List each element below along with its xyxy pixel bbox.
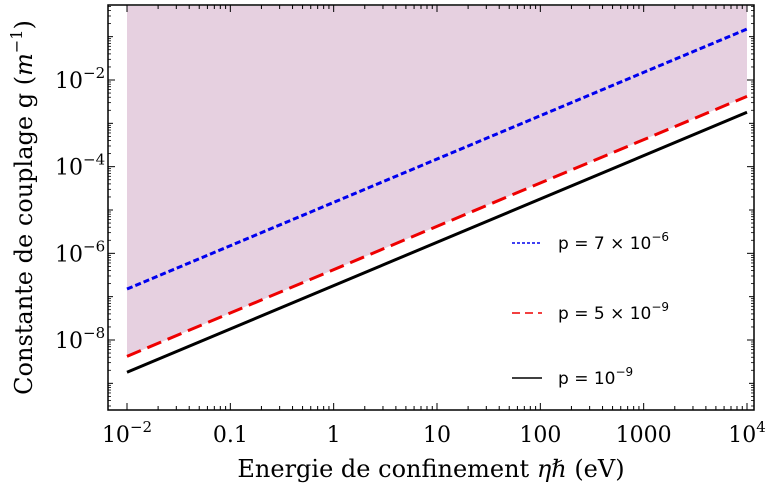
x-tick-label: 104	[728, 418, 766, 448]
plot-area	[126, 6, 748, 374]
axes-box	[107, 4, 755, 411]
y-tick-label: 10−2	[55, 64, 105, 94]
tick-marks	[108, 5, 754, 410]
y-tick-labels: 10−8 10−6 10−4 10−2	[55, 64, 105, 354]
series-line-3	[126, 110, 748, 374]
legend: p = 7 × 10−6 p = 5 × 10−9 p = 10−9	[512, 230, 669, 389]
series-line-2	[126, 94, 748, 358]
legend-label-1: p = 7 × 10−6	[558, 230, 669, 254]
series-line-1	[126, 27, 748, 291]
x-tick-label: 1	[327, 423, 341, 448]
y-tick-label: 10−6	[55, 237, 105, 267]
y-tick-label: 10−4	[55, 151, 105, 181]
y-tick-label: 10−8	[55, 324, 105, 354]
x-tick-label: 1000	[616, 423, 672, 448]
x-tick-label: 100	[519, 423, 561, 448]
plot-frame	[107, 4, 755, 411]
legend-label-3: p = 10−9	[558, 365, 633, 389]
x-tick-label: 10−2	[102, 418, 152, 448]
y-axis-label: Constante de couplage g (m−1)	[7, 20, 38, 395]
x-tick-label: 0.1	[213, 423, 248, 448]
x-axis-label: Energie de confinement ηℏ (eV)	[237, 455, 624, 483]
x-tick-label: 10	[423, 423, 451, 448]
legend-label-2: p = 5 × 10−9	[558, 300, 669, 324]
x-tick-labels: 10−2 0.1 1 10 100 1000 104	[102, 418, 766, 448]
